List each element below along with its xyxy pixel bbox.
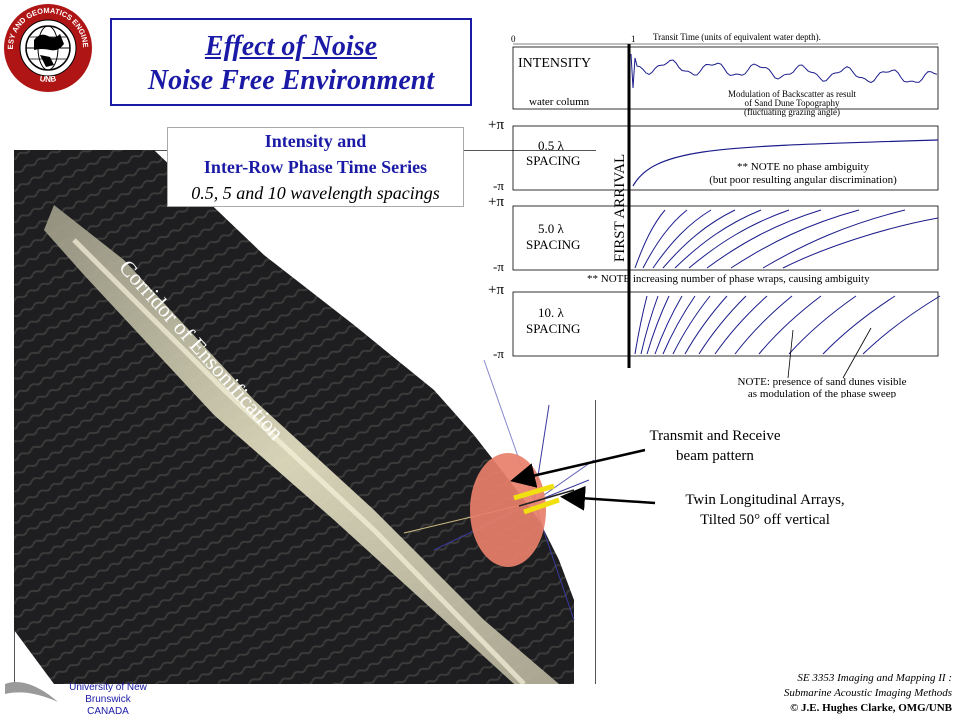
logo-ring-bottom: UNB: [39, 74, 57, 84]
phase-wrap-line: [788, 295, 857, 355]
subtitle-line-1: Intensity and: [264, 131, 367, 151]
phase-5-wraps: [634, 209, 939, 269]
arrays-annotation: Twin Longitudinal Arrays, Tilted 50° off…: [650, 490, 880, 530]
phase-wrap-line: [652, 209, 712, 269]
phase-wrap-line: [862, 295, 941, 355]
note-dunes-1: NOTE: presence of sand dunes visible: [738, 376, 907, 388]
beam-annotation-line-2: beam pattern: [676, 448, 754, 464]
note-dunes-2: as modulation of the phase sweep: [748, 388, 897, 398]
spacing-5-panel: [512, 205, 939, 271]
water-column-label: water column: [529, 96, 590, 108]
dune-corridor: [44, 205, 559, 684]
plus-pi-2: +π: [488, 194, 504, 210]
phase-wrap-line: [758, 295, 822, 355]
phase-wrap-line: [672, 295, 711, 355]
phase-05-trace: [632, 139, 939, 187]
intensity-trace: [630, 53, 938, 89]
footer: SE 3353 Imaging and Mapping II : Submari…: [784, 671, 952, 716]
intensity-panel: [512, 46, 939, 110]
phase-wrap-line: [654, 295, 683, 355]
phase-wrap-line: [684, 295, 728, 355]
minus-pi-3: -π: [493, 346, 504, 361]
minus-pi-1: -π: [493, 178, 504, 193]
footer-subject: Submarine Acoustic Imaging Methods: [783, 687, 952, 699]
spacing-05-label-2: SPACING: [526, 153, 580, 168]
phase-wrap-line: [822, 295, 896, 355]
axis-zero: 0: [511, 34, 516, 44]
phase-wrap-line: [782, 217, 939, 269]
spacing-05-panel: [512, 125, 939, 191]
modulation-note-3: (fluctuating grazing angle): [744, 107, 840, 117]
globe-icon: [25, 25, 71, 71]
modulation-note-2: of Sand Dune Topography: [745, 98, 840, 108]
subtitle-box: Intensity and Inter-Row Phase Time Serie…: [167, 127, 464, 207]
footer-copyright: © J.E. Hughes Clarke, OMG/UNB: [790, 702, 952, 714]
phase-wrap-line: [642, 209, 688, 269]
note-no-ambiguity-1: ** NOTE no phase ambiguity: [737, 161, 869, 173]
phase-wrap-line: [634, 209, 666, 269]
axis-title: Transit Time (units of equivalent water …: [653, 32, 821, 42]
phase-wrap-line: [662, 209, 736, 269]
footer-course: SE 3353 Imaging and Mapping II :: [797, 672, 952, 684]
phase-wrap-line: [662, 295, 696, 355]
title-box: Effect of Noise Noise Free Environment: [110, 18, 472, 106]
note-wraps: ** NOTE increasing number of phase wraps…: [587, 273, 870, 285]
plus-pi-1: +π: [488, 117, 504, 133]
phase-wrap-line: [640, 295, 659, 355]
modulation-note-1: Modulation of Backscatter as result: [728, 89, 856, 99]
arrays-annotation-line-2: Tilted 50° off vertical: [700, 512, 830, 528]
swoosh-decoration: [0, 672, 60, 712]
svg-text:UNB: UNB: [39, 74, 57, 84]
time-series-panel: 0 1 Transit Time (units of equivalent wa…: [463, 28, 960, 400]
first-arrival-label: FIRST ARRIVAL: [612, 154, 628, 262]
ensonification-image: Corridor of Ensonification: [14, 150, 596, 686]
note-no-ambiguity-2: (but poor resulting angular discriminati…: [709, 174, 897, 186]
plus-pi-3: +π: [488, 282, 504, 298]
phase-wrap-line: [634, 295, 648, 355]
beam-annotation: Transmit and Receive beam pattern: [640, 426, 790, 466]
university-label: University of New Brunswick CANADA: [48, 682, 168, 718]
phase-wrap-line: [646, 295, 670, 355]
phase-wrap-line: [706, 209, 822, 269]
minus-pi-2: -π: [493, 259, 504, 274]
spacing-10-panel: [512, 291, 939, 357]
arrays-annotation-line-1: Twin Longitudinal Arrays,: [685, 492, 845, 508]
axis-one: 1: [631, 34, 636, 44]
spacing-05-label-1: 0.5 λ: [538, 138, 565, 153]
subtitle-line-3: 0.5, 5 and 10 wavelength spacings: [191, 183, 440, 203]
page-subtitle: Noise Free Environment: [147, 65, 435, 96]
unb-logo: GEODESY AND GEOMATICS ENGINEERING UNB: [0, 0, 95, 95]
spacing-10-label-1: 10. λ: [538, 305, 565, 320]
university-name: University of New Brunswick: [69, 682, 147, 705]
subtitle-line-2: Inter-Row Phase Time Series: [203, 157, 428, 177]
phase-wrap-line: [698, 295, 747, 355]
spacing-10-label-2: SPACING: [526, 321, 580, 336]
phase-10-wraps: [634, 295, 941, 355]
phase-wrap-line: [674, 209, 762, 269]
swath-area: [14, 150, 574, 684]
intensity-label: INTENSITY: [518, 56, 591, 71]
university-country: CANADA: [87, 706, 129, 717]
spacing-5-label-1: 5.0 λ: [538, 221, 565, 236]
spacing-5-label-2: SPACING: [526, 237, 580, 252]
beam-annotation-line-1: Transmit and Receive: [649, 428, 781, 444]
phase-wrap-line: [734, 295, 793, 355]
phase-wrap-line: [730, 209, 860, 269]
phase-wrap-line: [688, 209, 790, 269]
page-title: Effect of Noise: [204, 31, 378, 62]
phase-wrap-line: [714, 295, 768, 355]
phase-wrap-line: [762, 209, 906, 269]
